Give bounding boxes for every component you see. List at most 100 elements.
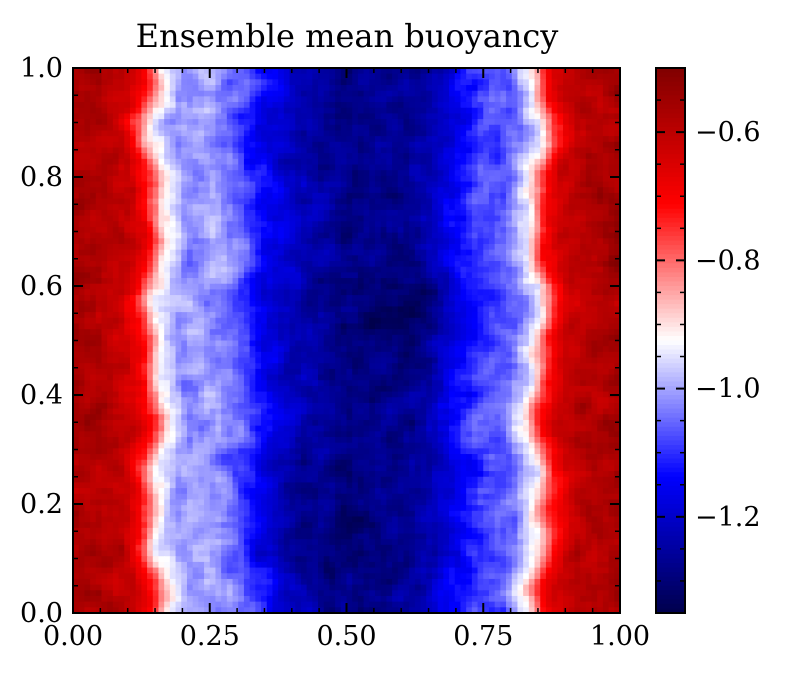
heatmap-cell: [84, 130, 91, 137]
heatmap-cell: [471, 113, 479, 120]
heatmap-cell: [192, 147, 199, 154]
heatmap-cell: [158, 351, 165, 359]
heatmap-cell: [460, 187, 467, 194]
heatmap-cell: [141, 266, 148, 273]
heatmap-cell: [528, 300, 536, 308]
heatmap-cell: [266, 147, 274, 154]
heatmap-cell: [312, 323, 319, 330]
heatmap-cell: [135, 198, 142, 205]
heatmap-cell: [329, 119, 336, 126]
heatmap-cell: [215, 226, 222, 234]
heatmap-cell: [437, 255, 444, 262]
heatmap-cell: [335, 147, 342, 154]
heatmap-cell: [249, 278, 256, 285]
heatmap-cell: [340, 96, 348, 103]
heatmap-cell: [124, 243, 131, 251]
heatmap-cell: [204, 158, 211, 166]
heatmap-cell: [95, 90, 103, 97]
heatmap-cell: [249, 226, 256, 234]
heatmap-cell: [101, 340, 108, 347]
heatmap-cell: [73, 243, 80, 251]
heatmap-cell: [90, 181, 97, 188]
heatmap-cell: [90, 198, 97, 205]
heatmap-cell: [118, 141, 125, 149]
heatmap-cell: [363, 289, 370, 296]
heatmap-cell: [483, 340, 490, 347]
heatmap-cell: [608, 312, 615, 319]
heatmap-cell: [557, 85, 564, 92]
heatmap-cell: [602, 141, 610, 149]
heatmap-cell: [192, 79, 199, 86]
heatmap-cell: [181, 289, 188, 296]
heatmap-cell: [403, 107, 410, 115]
heatmap-cell: [181, 317, 188, 325]
heatmap-cell: [255, 295, 262, 302]
heatmap-cell: [580, 136, 587, 143]
heatmap-cell: [95, 238, 103, 245]
heatmap-cell: [169, 329, 177, 336]
heatmap-cell: [278, 261, 285, 268]
heatmap-cell: [454, 346, 462, 353]
heatmap-cell: [380, 306, 387, 313]
heatmap-cell: [403, 340, 410, 347]
heatmap-cell: [221, 147, 228, 154]
heatmap-cell: [306, 312, 313, 319]
heatmap-cell: [147, 136, 154, 143]
heatmap-cell: [73, 312, 80, 319]
heatmap-cell: [557, 226, 564, 234]
heatmap-cell: [352, 334, 359, 342]
heatmap-cell: [300, 113, 308, 120]
heatmap-cell: [84, 158, 91, 166]
heatmap-cell: [329, 289, 336, 296]
heatmap-cell: [278, 351, 285, 359]
heatmap-cell: [129, 130, 137, 137]
heatmap-cell: [329, 175, 336, 183]
heatmap-cell: [494, 209, 501, 217]
heatmap-cell: [420, 181, 427, 188]
heatmap-cell: [312, 124, 319, 132]
heatmap-cell: [523, 187, 530, 194]
heatmap-cell: [443, 243, 450, 251]
heatmap-cell: [112, 175, 120, 183]
heatmap-cell: [329, 221, 336, 228]
heatmap-cell: [563, 238, 570, 245]
heatmap-cell: [323, 306, 331, 313]
heatmap-cell: [295, 198, 302, 205]
heatmap-cell: [340, 102, 348, 109]
heatmap-cell: [323, 85, 331, 92]
heatmap-cell: [511, 238, 519, 245]
heatmap-cell: [397, 238, 405, 245]
heatmap-cell: [107, 232, 114, 239]
heatmap-cell: [204, 226, 211, 234]
heatmap-cell: [272, 198, 279, 205]
heatmap-cell: [443, 164, 450, 171]
heatmap-cell: [403, 113, 410, 120]
heatmap-cell: [141, 226, 148, 234]
heatmap-cell: [335, 357, 342, 364]
heatmap-cell: [238, 221, 245, 228]
heatmap-cell: [198, 181, 205, 188]
heatmap-cell: [363, 209, 370, 217]
heatmap-cell: [477, 334, 484, 342]
heatmap-cell: [608, 85, 615, 92]
heatmap-cell: [261, 306, 268, 313]
heatmap-cell: [340, 153, 348, 160]
heatmap-cell: [534, 204, 541, 211]
heatmap-cell: [306, 289, 313, 296]
heatmap-cell: [141, 181, 148, 188]
heatmap-cell: [300, 249, 308, 256]
heatmap-cell: [443, 141, 450, 149]
heatmap-cell: [112, 147, 120, 154]
heatmap-cell: [517, 323, 524, 330]
heatmap-cell: [340, 261, 348, 268]
heatmap-cell: [141, 164, 148, 171]
heatmap-cell: [454, 329, 462, 336]
heatmap-cell: [397, 136, 405, 143]
heatmap-cell: [380, 272, 387, 279]
heatmap-cell: [454, 232, 462, 239]
heatmap-cell: [374, 261, 382, 268]
heatmap-cell: [386, 312, 393, 319]
heatmap-cell: [357, 249, 365, 256]
heatmap-cell: [243, 187, 251, 194]
heatmap-cell: [78, 164, 85, 171]
